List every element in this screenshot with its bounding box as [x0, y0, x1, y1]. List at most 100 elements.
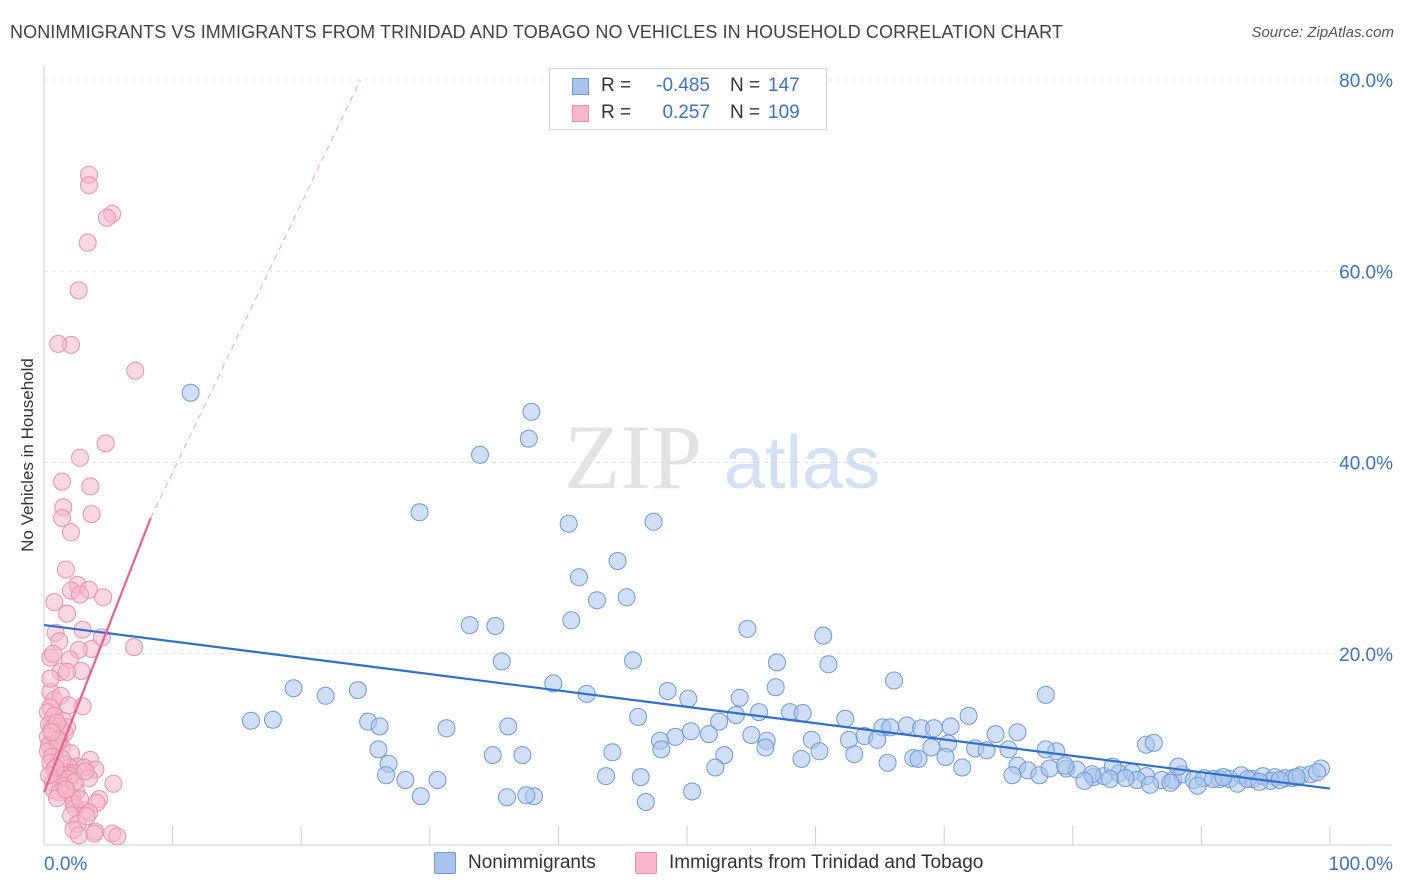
nonimmigrant-point: [959, 706, 978, 725]
nonimmigrant-point: [348, 681, 367, 700]
nonimmigrant-point: [617, 588, 636, 607]
immigrant-point: [53, 509, 71, 527]
nonimmigrant-point: [1040, 759, 1059, 778]
immigrant-point: [56, 780, 75, 799]
nonimmigrant-point: [726, 706, 745, 724]
nonimmigrant-point: [629, 707, 648, 726]
immigrant-point: [49, 334, 68, 353]
nonimmigrant-point: [492, 652, 511, 671]
nonimmigrant-point: [1287, 768, 1306, 787]
nonimmigrant-point: [636, 793, 655, 811]
legend-r-value: -0.485: [656, 75, 710, 96]
nonimmigrant-point: [810, 742, 829, 761]
x-tick-labels: 0.0% 100.0%: [44, 854, 1393, 875]
watermark-atlas: atlas: [724, 421, 880, 504]
immigrant-point: [104, 774, 123, 793]
legend-swatch-blue: [572, 77, 589, 95]
nonimmigrant-point: [986, 725, 1005, 744]
nonimmigrant-point: [513, 746, 532, 765]
nonimmigrant-point: [483, 746, 502, 765]
nonimmigrant-point: [1116, 769, 1135, 788]
nonimmigrant-point: [1308, 763, 1327, 782]
y-tick-label: 20.0%: [1339, 645, 1393, 666]
nonimmigrant-point: [588, 591, 606, 610]
immigrant-trend-extension: [150, 79, 361, 519]
nonimmigrant-point: [941, 717, 960, 736]
immigrant-point: [126, 361, 145, 380]
source-label: Source: ZipAtlas.com: [1251, 24, 1394, 41]
series-legend-immigrants[interactable]: Immigrants from Trinidad and Tobago: [635, 852, 983, 874]
immigrant-point: [42, 723, 61, 742]
series-legend-label: Immigrants from Trinidad and Tobago: [669, 852, 984, 873]
immigrant-point: [71, 790, 89, 809]
immigrant-point: [96, 434, 115, 453]
nonimmigrant-point: [792, 749, 811, 768]
nonimmigrant-point: [738, 619, 757, 638]
immigrant-point: [81, 477, 100, 496]
nonimmigrant-trend-line: [43, 623, 1331, 790]
nonimmigrant-point: [710, 712, 729, 731]
immigrant-point: [71, 585, 89, 604]
nonimmigrant-point: [608, 552, 627, 570]
nonimmigrant-point: [559, 514, 578, 533]
nonimmigrant-point: [263, 710, 282, 729]
nonimmigrant-point: [631, 768, 650, 787]
nonimmigrant-point: [411, 787, 430, 806]
correlation-legend: R = -0.485 N = 147 R = 0.257 N = 109: [549, 68, 827, 130]
nonimmigrant-point: [517, 786, 536, 805]
nonimmigrant-point: [699, 725, 718, 744]
nonimmigrant-point: [1169, 757, 1188, 776]
nonimmigrant-point: [1036, 740, 1055, 759]
series-legend: Nonimmigrants Immigrants from Trinidad a…: [0, 852, 1406, 878]
nonimmigrant-point: [181, 383, 200, 402]
immigrant-point: [125, 638, 143, 657]
nonimmigrant-point: [936, 748, 955, 766]
nonimmigrant-point: [715, 746, 734, 765]
nonimmigrant-point: [953, 758, 972, 777]
legend-swatch-pink: [572, 104, 589, 122]
immigrant-point: [58, 604, 77, 623]
nonimmigrant-point: [499, 717, 518, 736]
watermark: ZIP atlas: [564, 406, 880, 508]
nonimmigrant-point: [658, 682, 677, 700]
nonimmigrant-point: [486, 617, 505, 635]
nonimmigrant-point: [1161, 773, 1180, 792]
nonimmigrant-point: [836, 709, 855, 728]
nonimmigrant-point: [562, 611, 581, 630]
nonimmigrant-point: [768, 653, 786, 672]
nonimmigrant-point: [1144, 733, 1163, 752]
immigrant-point: [41, 669, 60, 688]
nonimmigrant-point: [878, 753, 897, 772]
nonimmigrant-point: [522, 402, 541, 421]
nonimmigrant-point: [1214, 768, 1233, 787]
nonimmigrant-point: [666, 727, 685, 746]
nonimmigrant-point: [766, 678, 785, 697]
immigrant-point: [62, 523, 80, 542]
nonimmigrant-point: [370, 717, 389, 736]
nonimmigrant-point: [922, 738, 941, 757]
legend-n-label: N =: [730, 75, 761, 96]
series-legend-label: Nonimmigrants: [468, 852, 596, 873]
nonimmigrant-point: [885, 671, 903, 690]
series-legend-nonimmigrants[interactable]: Nonimmigrants: [434, 852, 596, 874]
series-swatch-pink: [635, 852, 657, 874]
nonimmigrant-point: [284, 679, 303, 698]
watermark-zip: ZIP: [564, 406, 702, 508]
nonimmigrant-point: [1003, 766, 1022, 785]
legend-row-nonimmigrants: R = -0.485 N = 147: [572, 74, 800, 98]
y-axis-label: No Vehicles in Household: [18, 358, 37, 552]
nonimmigrant-point: [683, 782, 702, 801]
nonimmigrant-point: [1141, 775, 1159, 794]
immigrant-point: [71, 448, 89, 467]
nonimmigrant-point: [437, 719, 456, 738]
nonimmigrant-point: [242, 711, 260, 730]
nonimmigrant-point: [1056, 756, 1075, 775]
nonimmigrant-point: [316, 686, 335, 705]
nonimmigrant-point: [1036, 685, 1055, 704]
immigrant-point: [76, 762, 95, 781]
nonimmigrant-point: [845, 745, 864, 764]
legend-n-value: 109: [768, 102, 800, 123]
immigrant-point: [58, 662, 77, 681]
immigrant-point: [82, 505, 101, 524]
